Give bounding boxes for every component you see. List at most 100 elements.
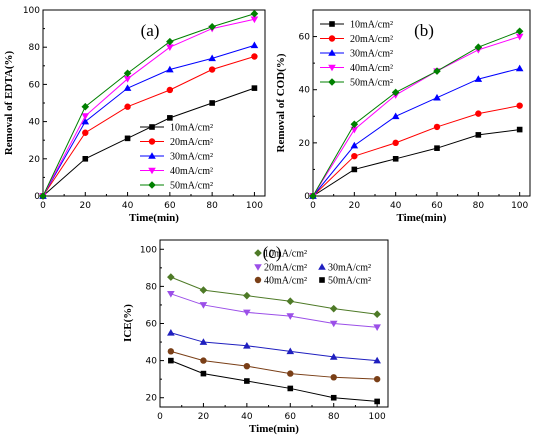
data-point <box>243 291 251 300</box>
x-tick-label: 60 <box>285 412 297 422</box>
y-tick-label: 60 <box>29 80 41 90</box>
legend: 10mA/cm² 20mA/cm² 30mA/cm² 40mA/cm² 50mA/cm² <box>140 123 213 192</box>
data-point <box>329 320 338 328</box>
data-point <box>287 385 294 392</box>
legend-label: 30mA/cm² <box>328 263 371 274</box>
chart-panel-c: 0 20 40 60 80 100 20 40 60 80 100 Time(min) ICE(%) (c… <box>122 239 389 435</box>
data-point <box>434 145 440 151</box>
x-tick-label: 40 <box>390 201 402 211</box>
x-axis: 0 20 40 60 80 100 <box>157 403 386 422</box>
data-point <box>250 16 259 24</box>
data-point <box>433 123 441 131</box>
data-point <box>350 120 359 129</box>
series-line <box>312 105 520 197</box>
x-axis-title: Time(min) <box>129 212 179 224</box>
legend-marker <box>328 49 336 56</box>
data-point <box>516 126 523 133</box>
data-point <box>251 85 258 91</box>
legend-marker <box>148 181 156 189</box>
data-point <box>167 115 173 121</box>
y-axis-title: Removal of EDTA(%) <box>3 51 15 156</box>
data-point <box>474 75 483 82</box>
legend-marker <box>254 264 262 271</box>
series-3 <box>167 328 381 364</box>
series-2 <box>309 102 523 200</box>
x-axis: 0 20 40 60 80 100 <box>40 192 263 211</box>
data-point <box>166 86 174 94</box>
y-tick-label: 0 <box>34 192 40 202</box>
data-point <box>82 156 89 162</box>
legend-label: 20mA/cm² <box>350 34 393 45</box>
x-tick-label: 60 <box>164 201 176 211</box>
legend-label: 30mA/cm² <box>170 152 213 163</box>
legend: 10mA/cm² 20mA/cm² 30mA/cm² 40mA/cm² 50mA/cm² <box>254 249 371 287</box>
panel-label: (c) <box>263 243 282 262</box>
x-tick-label: 100 <box>369 412 386 422</box>
data-point <box>199 338 208 345</box>
data-point <box>208 54 216 62</box>
data-point <box>330 394 337 401</box>
y-axis-title: Removal of COD(%) <box>275 53 287 152</box>
y-tick-label: 60 <box>299 33 311 43</box>
y-axis-title: ICE(%) <box>122 304 134 342</box>
data-point <box>433 93 441 101</box>
series-line <box>312 36 520 197</box>
data-point <box>351 166 358 173</box>
legend-label: 40mA/cm² <box>264 276 307 287</box>
series-1 <box>310 126 523 199</box>
legend-marker <box>328 64 336 72</box>
data-point <box>309 192 317 200</box>
x-tick-label: 100 <box>511 201 528 211</box>
data-point <box>243 341 251 349</box>
data-point <box>208 22 216 31</box>
data-point <box>208 66 216 73</box>
x-tick-label: 80 <box>473 201 485 211</box>
data-point <box>392 139 399 147</box>
series-line <box>312 67 520 197</box>
series-line <box>170 360 378 402</box>
data-point <box>330 374 337 381</box>
data-point <box>475 132 482 138</box>
x-tick-label: 40 <box>241 412 253 422</box>
series-4 <box>309 33 524 200</box>
y-tick-label: 40 <box>146 357 158 367</box>
series-line <box>42 56 255 197</box>
data-point <box>199 302 208 309</box>
data-point <box>286 297 295 306</box>
data-point <box>373 375 381 383</box>
data-point <box>373 324 381 332</box>
data-point <box>515 64 524 72</box>
data-point <box>373 310 381 319</box>
data-point <box>351 152 358 160</box>
data-point <box>123 76 132 83</box>
y-tick-label: 20 <box>29 155 41 165</box>
data-point <box>124 103 131 110</box>
data-point <box>200 370 207 377</box>
data-point <box>515 33 524 41</box>
data-point <box>167 348 175 355</box>
data-point <box>329 304 338 313</box>
x-tick-label: 20 <box>198 412 210 422</box>
data-point <box>286 347 295 355</box>
data-point <box>167 291 175 298</box>
legend-label: 10mA/cm² <box>350 20 393 31</box>
panel-label: (a) <box>141 21 160 40</box>
data-point <box>516 102 523 109</box>
data-point <box>166 44 174 51</box>
data-point <box>250 9 259 18</box>
legend-marker <box>318 263 326 270</box>
data-point <box>200 357 207 364</box>
legend-label: 10mA/cm² <box>170 123 213 134</box>
plot-frame <box>312 9 531 197</box>
series-line <box>312 30 520 197</box>
data-point <box>373 356 381 364</box>
x-tick-label: 0 <box>40 201 46 211</box>
data-point <box>123 69 132 78</box>
x-tick-label: 80 <box>328 412 340 422</box>
legend-marker <box>319 277 325 283</box>
y-axis: 20 40 60 80 100 <box>140 245 164 404</box>
legend-label: 50mA/cm² <box>350 78 393 89</box>
y-tick-label: 20 <box>299 139 311 149</box>
data-point <box>81 102 90 111</box>
